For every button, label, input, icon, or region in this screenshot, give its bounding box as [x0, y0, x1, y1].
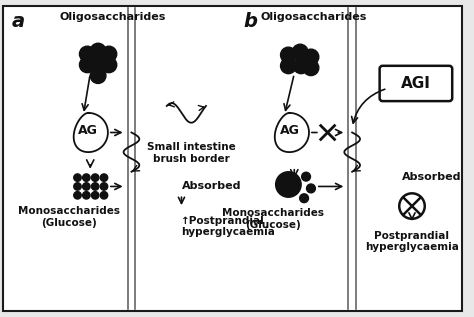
Polygon shape [73, 113, 108, 152]
Circle shape [281, 58, 296, 74]
Polygon shape [275, 113, 309, 152]
Text: Absorbed: Absorbed [402, 171, 462, 182]
Circle shape [80, 46, 95, 62]
Circle shape [82, 174, 90, 181]
Text: ↑Postprandial
hyperglycaemia: ↑Postprandial hyperglycaemia [182, 216, 275, 237]
FancyBboxPatch shape [3, 6, 462, 311]
FancyBboxPatch shape [380, 66, 452, 101]
Circle shape [300, 194, 309, 203]
Circle shape [82, 183, 90, 190]
Text: b: b [243, 12, 257, 31]
Circle shape [303, 49, 319, 65]
Circle shape [101, 46, 117, 62]
Circle shape [301, 172, 310, 181]
Circle shape [276, 172, 301, 197]
Circle shape [91, 183, 99, 190]
Text: Monosaccharides
(Glucose): Monosaccharides (Glucose) [18, 206, 119, 228]
Text: AG: AG [78, 124, 98, 137]
Circle shape [100, 191, 108, 199]
Circle shape [92, 56, 108, 72]
Circle shape [101, 57, 117, 73]
Text: a: a [12, 12, 25, 31]
Circle shape [307, 184, 315, 193]
Circle shape [100, 183, 108, 190]
Circle shape [82, 191, 90, 199]
Circle shape [303, 60, 319, 76]
Circle shape [91, 191, 99, 199]
Text: Postprandial
hyperglycaemia: Postprandial hyperglycaemia [365, 230, 459, 252]
Text: Monosaccharides
(Glucose): Monosaccharides (Glucose) [222, 208, 324, 230]
Circle shape [293, 58, 309, 74]
Text: Oligosaccharides: Oligosaccharides [60, 12, 166, 22]
Text: Oligosaccharides: Oligosaccharides [261, 12, 367, 22]
Circle shape [80, 57, 95, 73]
Circle shape [74, 183, 81, 190]
Circle shape [91, 174, 99, 181]
Circle shape [90, 68, 106, 83]
Text: Absorbed: Absorbed [182, 181, 241, 191]
Circle shape [90, 43, 106, 59]
Circle shape [100, 174, 108, 181]
Circle shape [281, 47, 296, 63]
Circle shape [74, 191, 81, 199]
Text: AG: AG [280, 124, 299, 137]
Circle shape [292, 44, 308, 60]
Text: AGI: AGI [401, 76, 431, 91]
Text: Small intestine
brush border: Small intestine brush border [147, 142, 236, 164]
Circle shape [74, 174, 81, 181]
